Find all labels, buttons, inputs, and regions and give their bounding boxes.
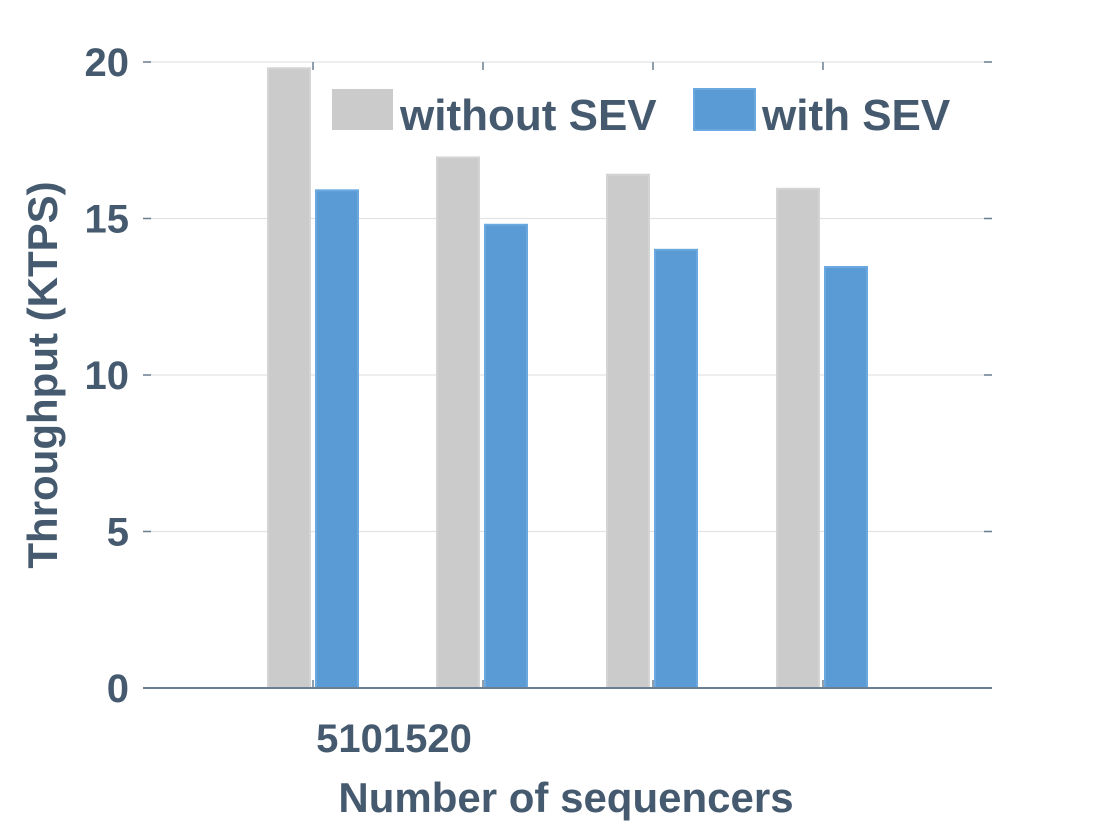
x-axis-title: Number of sequencers: [338, 774, 793, 821]
bar-with-sev-5: [315, 189, 359, 690]
bars: [267, 67, 868, 690]
y-tick-label: 10: [85, 354, 130, 398]
y-axis-title: Throughput (KTPS): [19, 181, 66, 568]
legend-swatch-without-sev: [332, 89, 393, 130]
y-tick-label: 20: [85, 41, 130, 85]
axes: 0 5 10 15 20: [85, 41, 992, 711]
bar-without-sev-10: [436, 156, 480, 689]
y-tick-label: 5: [107, 511, 129, 555]
bar-with-sev-10: [484, 223, 528, 689]
bar-with-sev-15: [654, 248, 698, 690]
bar-with-sev-20: [824, 266, 868, 689]
y-tick-label: 15: [85, 198, 130, 242]
legend-label-with-sev: with SEV: [761, 91, 951, 140]
legend-label-without-sev: without SEV: [399, 91, 657, 140]
x-tick-labels: 5101520: [316, 717, 472, 761]
bar-without-sev-20: [776, 187, 820, 689]
bar-without-sev-15: [606, 173, 650, 689]
legend-swatch-with-sev: [693, 88, 756, 131]
y-tick-label: 0: [107, 667, 129, 711]
legend: without SEV with SEV: [332, 88, 951, 140]
bar-without-sev-5: [267, 67, 311, 689]
